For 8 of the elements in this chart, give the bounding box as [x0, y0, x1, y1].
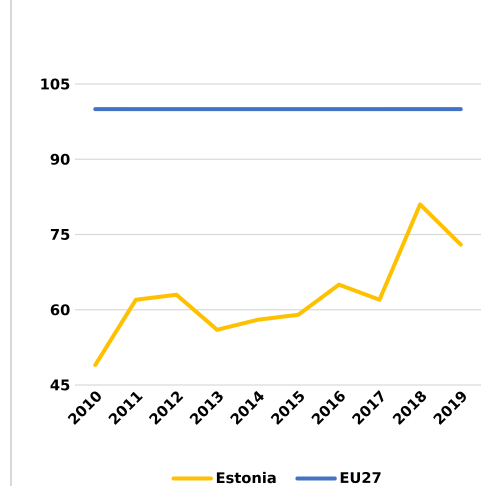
y-tick-label: 60 — [50, 304, 70, 316]
y-tick-label: 90 — [50, 154, 70, 165]
y-tick-label: 75 — [50, 229, 70, 240]
line-series — [93, 202, 463, 367]
y-tick-label: 105 — [41, 78, 70, 90]
legend-label: EU27 — [340, 472, 381, 484]
legend-label: Estonia — [216, 472, 276, 484]
y-tick-label: 45 — [50, 380, 70, 390]
